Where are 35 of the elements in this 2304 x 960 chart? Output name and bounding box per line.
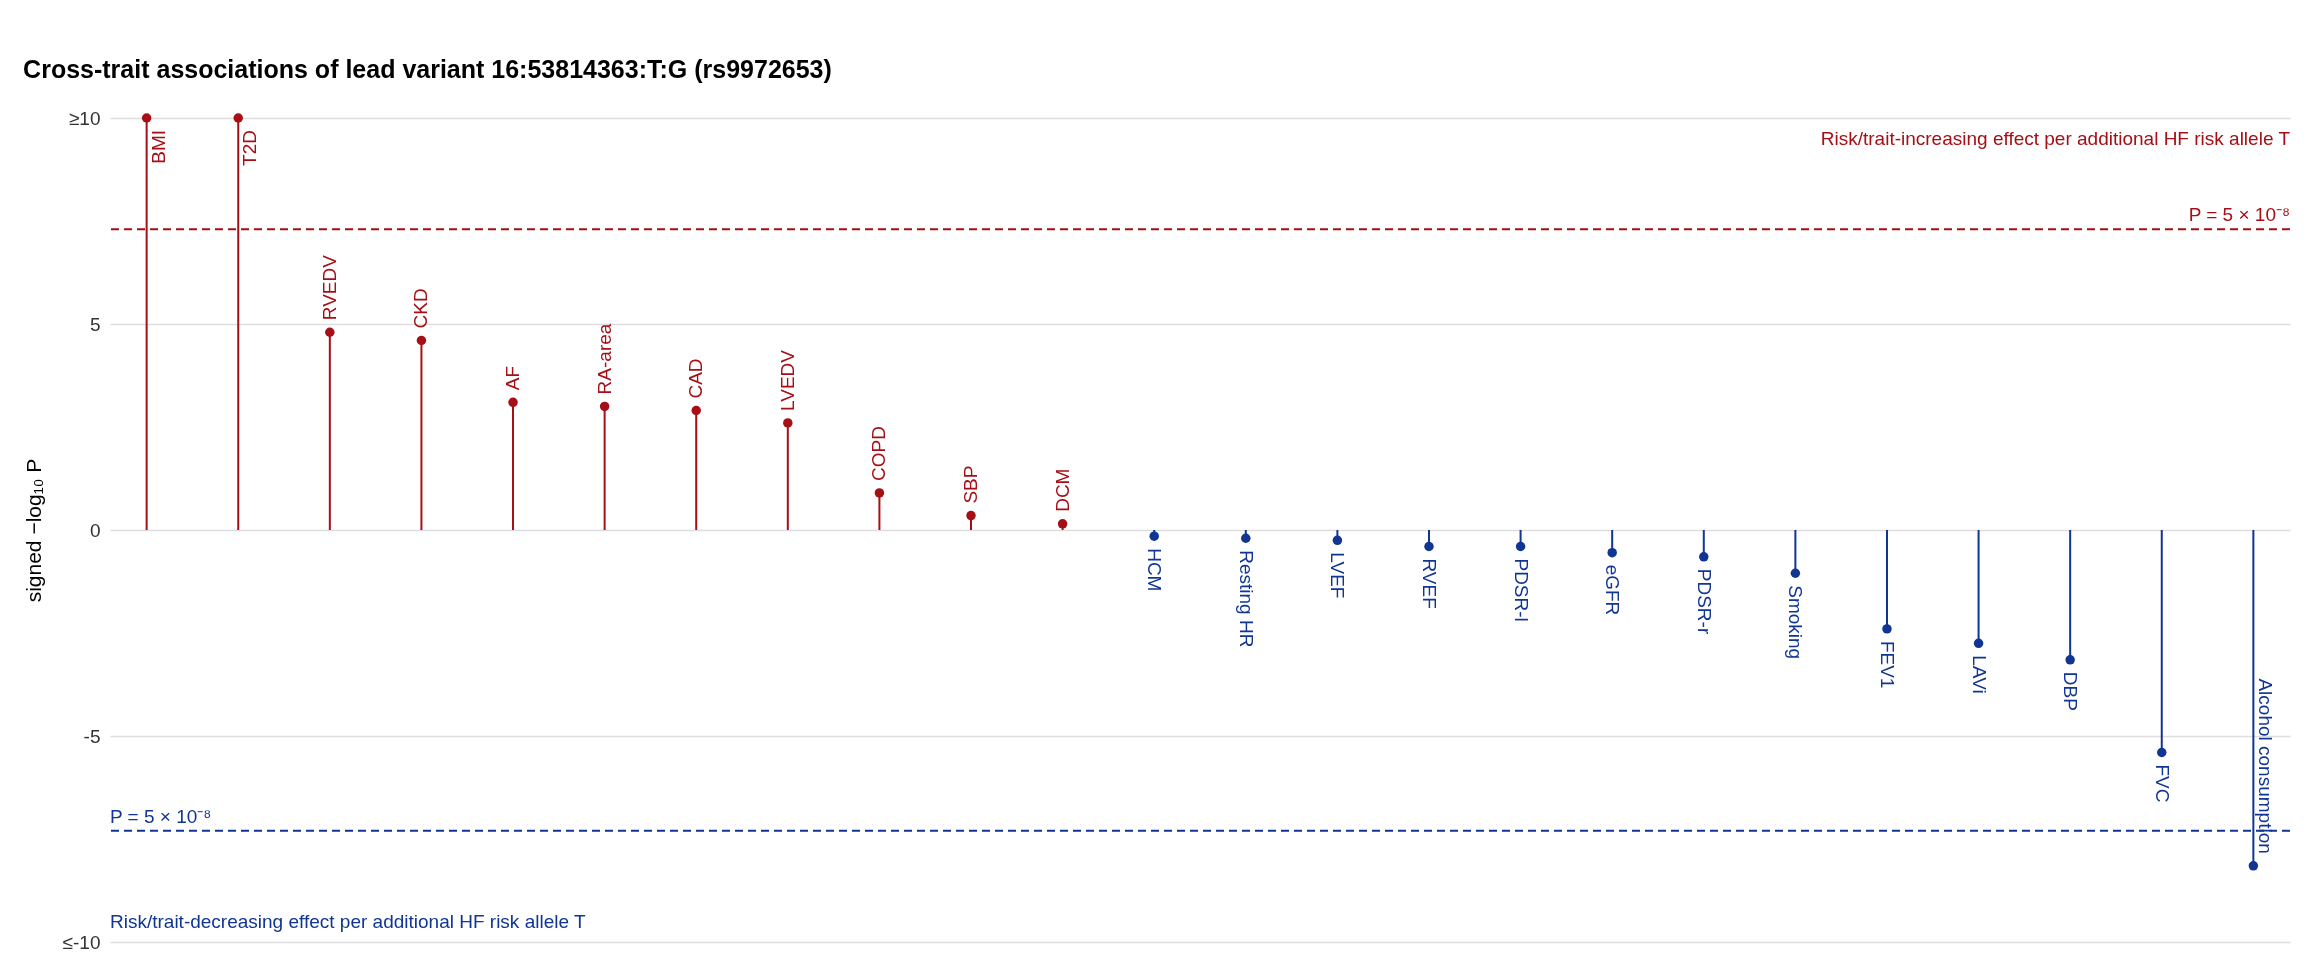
- y-tick-label: -5: [83, 725, 101, 747]
- chart-title: Cross-trait associations of lead variant 16:53814363:T:G (rs9972653): [23, 55, 832, 83]
- x-tick-label: DCM: [1051, 468, 1073, 512]
- annotation: P = 5 × 10⁻⁸: [110, 805, 212, 827]
- x-tick-label: COPD: [868, 426, 890, 481]
- y-axis-title: signed −log₁₀ P: [21, 458, 45, 603]
- x-tick-label: Alcohol consumption: [2255, 678, 2277, 854]
- x-tick-label: DBP: [2060, 671, 2082, 711]
- x-tick-label: SBP: [960, 465, 982, 504]
- x-tick-label: PDSR-l: [1510, 558, 1532, 622]
- x-tick-label: LVEDV: [776, 349, 798, 411]
- y-tick-label: 5: [89, 313, 101, 335]
- x-tick-label: LVEF: [1327, 552, 1349, 599]
- x-tick-label: Resting HR: [1235, 550, 1257, 648]
- y-tick-label: ≥10: [68, 107, 101, 129]
- x-tick-label: RA-area: [593, 323, 615, 395]
- x-tick-label: Smoking: [1785, 585, 1807, 660]
- x-tick-label: PDSR-r: [1693, 568, 1715, 635]
- x-tick-label: HCM: [1144, 548, 1166, 592]
- x-tick-label: FEV1: [1876, 640, 1898, 689]
- x-tick-label: AF: [502, 366, 524, 391]
- annotation: P = 5 × 10⁻⁸: [2188, 204, 2290, 226]
- x-tick-label: eGFR: [1602, 564, 1624, 616]
- x-tick-label: CKD: [410, 288, 432, 329]
- x-tick-label: T2D: [239, 130, 261, 166]
- y-tick-label: ≤-10: [62, 931, 101, 953]
- x-tick-label: CAD: [685, 358, 707, 399]
- y-tick-label: 0: [89, 519, 101, 541]
- x-tick-label: BMI: [147, 130, 169, 164]
- x-tick-label: RVEDV: [318, 254, 340, 321]
- x-tick-label: LAVi: [1968, 655, 1990, 694]
- x-tick-label: FVC: [2151, 764, 2173, 803]
- x-tick-label: RVEF: [1418, 558, 1440, 609]
- annotation: Risk/trait-decreasing effect per additional HF risk allele T: [110, 911, 586, 932]
- annotation: Risk/trait-increasing effect per additional HF risk allele T: [1820, 128, 2291, 149]
